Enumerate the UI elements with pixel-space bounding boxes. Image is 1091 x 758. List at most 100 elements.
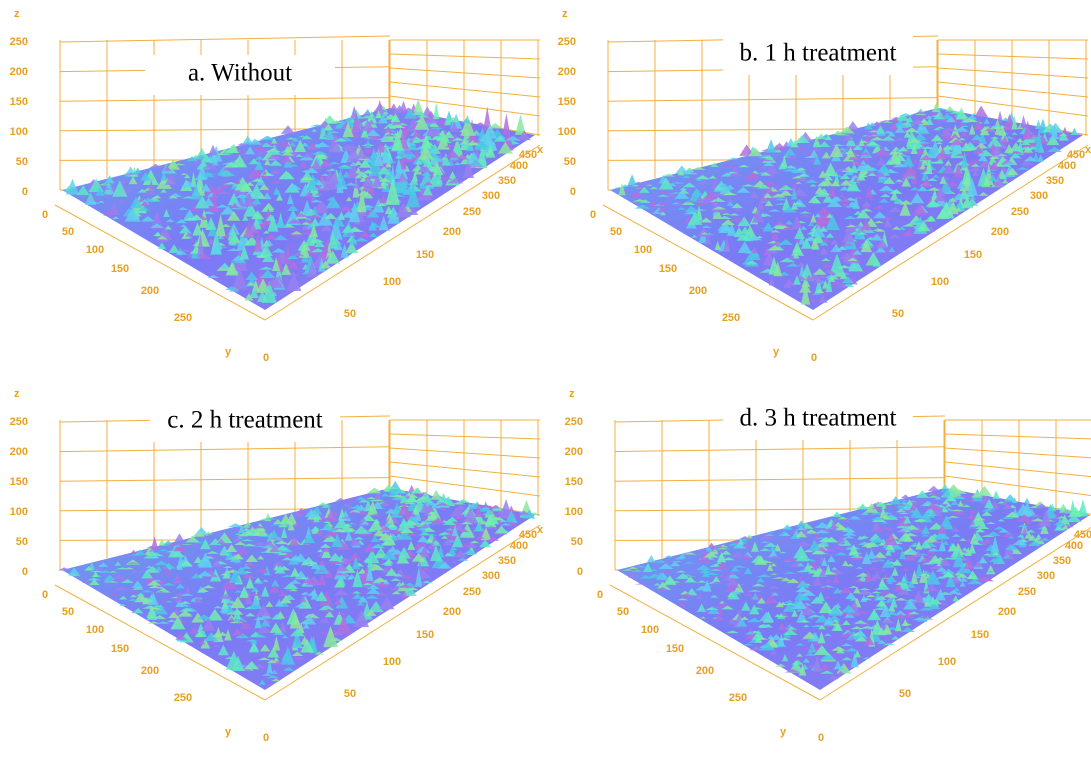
surface-peak	[390, 103, 397, 109]
x-tick-label: 50	[344, 688, 356, 700]
figure: z250200150100500050100150200250501001502…	[0, 0, 1091, 758]
y-tick-label: 100	[641, 624, 659, 636]
grid-line	[60, 478, 390, 482]
z-tick-label: 0	[22, 566, 28, 578]
x-tick-label: 450	[519, 529, 537, 541]
surface-peak	[945, 106, 955, 111]
surface-peak	[941, 483, 948, 489]
x-tick-label: 50	[892, 308, 904, 320]
y-tick-label: 100	[86, 244, 104, 256]
x-tick-label: 200	[991, 226, 1009, 238]
z-tick-label: 0	[577, 566, 583, 578]
surface-peak	[901, 495, 910, 498]
z-tick-label: 200	[10, 446, 28, 458]
z-tick-label: 200	[558, 66, 576, 78]
grid-line	[390, 68, 540, 78]
x-tick-label: 450	[1074, 529, 1091, 541]
grid-line	[60, 98, 390, 102]
x-tick-label: 100	[938, 656, 956, 668]
z-tick-label: 250	[565, 416, 583, 428]
x-tick-label: 400	[1065, 540, 1083, 552]
x-tick-label: 450	[1067, 149, 1085, 161]
x-tick-label: 100	[931, 276, 949, 288]
x-tick-label: 150	[964, 249, 982, 261]
z-axis-label: z	[562, 8, 568, 20]
y-axis-label: y	[780, 726, 787, 738]
y-tick-label: 150	[111, 643, 129, 655]
y-tick-label: 150	[111, 263, 129, 275]
panel-title: b. 1 h treatment	[740, 40, 897, 67]
surface-peak	[1020, 115, 1027, 128]
x-tick-label: 200	[998, 606, 1016, 618]
y-tick-label: 50	[610, 226, 622, 238]
x-tick-label: 250	[1018, 586, 1036, 598]
y-tick-label: 200	[696, 665, 714, 677]
y-tick-label: 200	[141, 285, 159, 297]
surface-peak	[859, 503, 866, 509]
x-origin-label: 0	[263, 732, 269, 744]
x-tick-label: 250	[1011, 206, 1029, 218]
x-tick-label: 50	[344, 308, 356, 320]
grid-line	[938, 54, 1088, 59]
surface-peak	[431, 490, 442, 500]
z-tick-label: 50	[16, 156, 28, 168]
x-tick-label: 150	[971, 629, 989, 641]
x-tick-label: 300	[482, 570, 500, 582]
grid-line	[390, 434, 540, 439]
z-tick-label: 250	[10, 416, 28, 428]
z-tick-label: 150	[10, 96, 28, 108]
x-tick-label: 350	[498, 175, 516, 187]
z-tick-label: 50	[564, 156, 576, 168]
grid-line	[945, 462, 1091, 477]
grid-line	[390, 54, 540, 59]
x-tick-label: 100	[383, 276, 401, 288]
surface-peak	[1024, 498, 1030, 503]
panel-title: d. 3 h treatment	[740, 405, 897, 432]
surface-peak	[175, 533, 185, 541]
y-tick-label: 100	[86, 624, 104, 636]
grid-line	[945, 434, 1091, 439]
x-tick-label: 100	[383, 656, 401, 668]
grid-line	[390, 462, 540, 477]
z-tick-label: 250	[558, 36, 576, 48]
z-tick-label: 250	[10, 36, 28, 48]
x-origin-label: 0	[811, 352, 817, 364]
x-origin-label: 0	[818, 732, 824, 744]
grid-line	[608, 98, 938, 102]
y-tick-label: 50	[62, 226, 74, 238]
x-tick-label: 400	[510, 540, 528, 552]
grid-line	[615, 447, 945, 452]
surface-peak	[433, 102, 439, 119]
y-axis-label: y	[225, 346, 232, 358]
y-tick-label: 50	[62, 606, 74, 618]
surface-peak	[367, 487, 381, 493]
z-tick-label: 200	[565, 446, 583, 458]
z-tick-label: 50	[571, 536, 583, 548]
grid-line	[60, 447, 390, 452]
x-tick-label: 250	[463, 206, 481, 218]
z-tick-label: 100	[10, 126, 28, 138]
y-tick-label: 200	[689, 285, 707, 297]
x-tick-label: 350	[1053, 555, 1071, 567]
x-axis-label: x	[537, 144, 544, 156]
grid-line	[938, 82, 1088, 97]
x-tick-label: 150	[416, 249, 434, 261]
grid-line	[945, 448, 1091, 458]
y-axis-label: y	[773, 346, 780, 358]
x-origin-label: 0	[263, 352, 269, 364]
x-tick-label: 200	[443, 226, 461, 238]
surface-peak	[647, 555, 656, 562]
panel-title: a. Without	[188, 60, 292, 87]
y-tick-label: 200	[141, 665, 159, 677]
surface-peak	[992, 490, 999, 498]
y-tick-label: 250	[174, 312, 192, 324]
panel: z250200150100500050100150200250501001502…	[565, 388, 1091, 744]
z-axis-label: z	[569, 388, 575, 400]
x-tick-label: 300	[1037, 570, 1055, 582]
z-axis-label: z	[14, 388, 20, 400]
grid-line	[390, 82, 540, 97]
surface-peak	[365, 109, 371, 114]
grid-line	[390, 448, 540, 458]
y-tick-label: 250	[174, 692, 192, 704]
y-tick-label: 100	[634, 244, 652, 256]
